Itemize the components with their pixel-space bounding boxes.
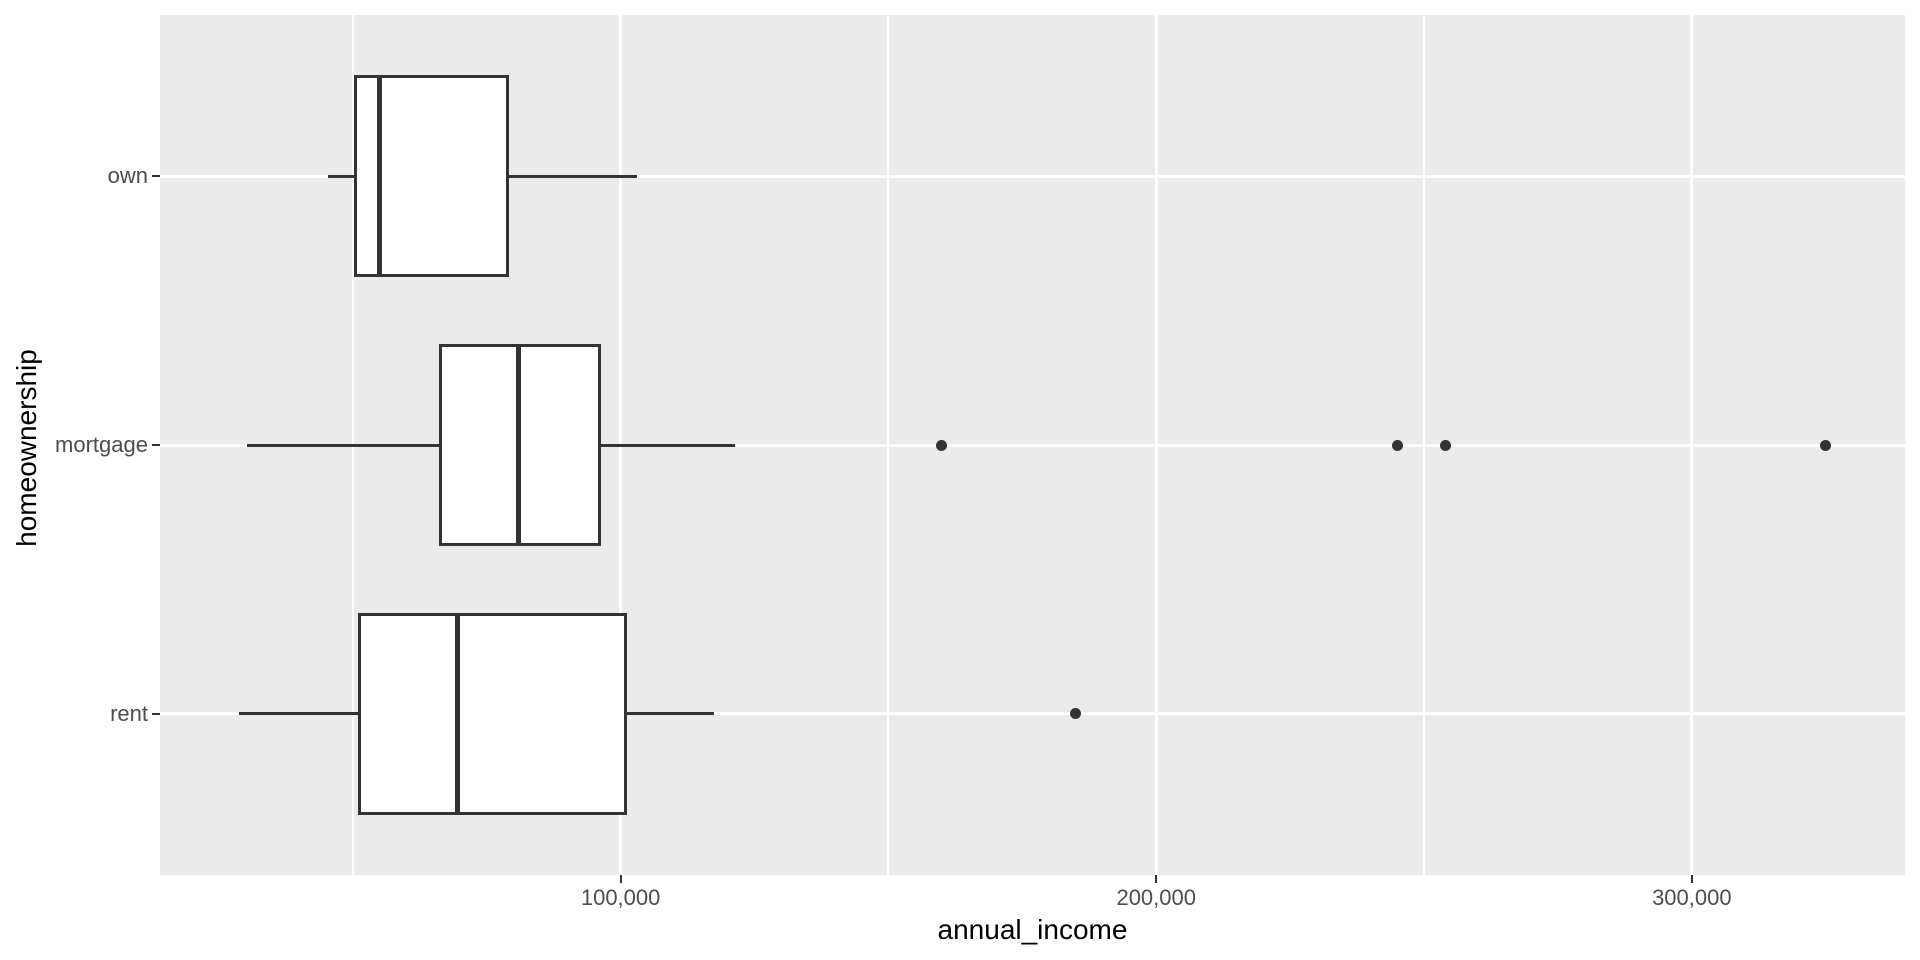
y-tick-label: own — [107, 163, 148, 189]
y-tick-mark — [152, 712, 160, 715]
boxplot-median-mortgage — [516, 344, 522, 546]
boxplot-outlier-mortgage — [936, 439, 948, 451]
x-tick-label: 100,000 — [580, 885, 661, 910]
x-tick-mark — [1690, 875, 1693, 883]
y-tick-mark — [152, 175, 160, 178]
x-axis-title: annual_income — [937, 914, 1128, 945]
y-tick-mark — [152, 444, 160, 446]
y-tick-label: mortgage — [55, 432, 148, 457]
boxplot-outlier-rent — [1070, 708, 1082, 720]
y-axis-title: homeownership — [11, 349, 42, 547]
x-tick-mark — [1155, 875, 1158, 883]
y-tick-label: rent — [110, 700, 148, 726]
boxplot-outlier-mortgage — [1391, 439, 1403, 451]
boxplot-box-rent — [357, 612, 628, 815]
x-tick-label: 300,000 — [1652, 885, 1732, 910]
boxplot-outlier-mortgage — [1820, 439, 1832, 451]
x-tick-label: 200,000 — [1116, 885, 1196, 910]
boxplot-median-rent — [454, 612, 460, 815]
plot-panel — [160, 15, 1905, 875]
y-major-gridline — [160, 712, 1905, 716]
boxplot-median-own — [377, 75, 383, 278]
y-major-gridline — [160, 174, 1905, 178]
x-tick-mark — [619, 875, 622, 883]
boxplot-outlier-mortgage — [1439, 439, 1451, 451]
y-major-gridline — [160, 443, 1905, 447]
